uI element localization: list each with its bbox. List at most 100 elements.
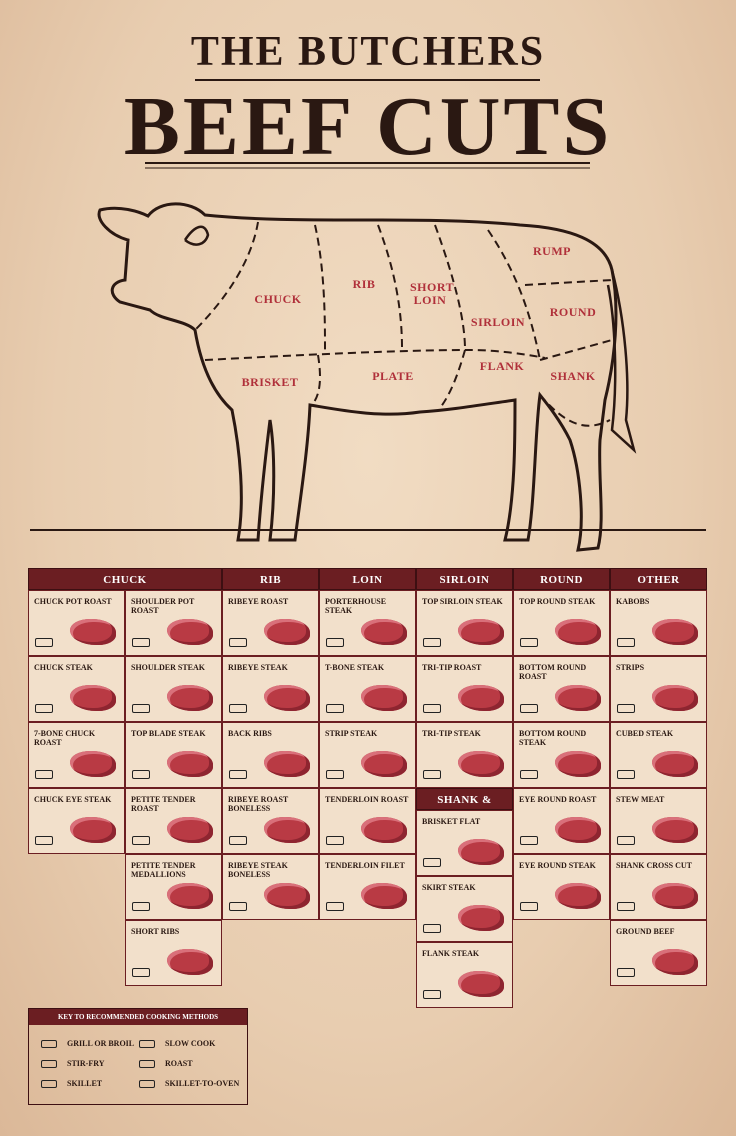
section-header: CHUCK xyxy=(28,568,222,590)
cooking-icon xyxy=(520,770,538,779)
cooking-icon xyxy=(423,704,441,713)
cut-cell: STRIP STEAK xyxy=(319,722,416,788)
cow-tail xyxy=(606,269,637,454)
cut-name: RIBEYE STEAK BONELESS xyxy=(228,861,288,879)
cooking-icon xyxy=(132,638,150,647)
key-item: GRILL OR BROIL xyxy=(67,1039,135,1048)
cut-name: STRIP STEAK xyxy=(325,729,378,738)
cut-cell: TENDERLOIN ROAST xyxy=(319,788,416,854)
cut-cell: CHUCK POT ROAST xyxy=(28,590,125,656)
cooking-icon xyxy=(520,638,538,647)
meat-illustration xyxy=(361,751,407,777)
cooking-icon xyxy=(229,638,247,647)
cooking-icon xyxy=(617,638,635,647)
cut-cell: BACK RIBS xyxy=(222,722,319,788)
cut-cell: SHOULDER STEAK xyxy=(125,656,222,722)
meat-illustration xyxy=(167,751,213,777)
cooking-icon xyxy=(132,770,150,779)
cut-name: EYE ROUND STEAK xyxy=(519,861,596,870)
cut-name: 7-BONE CHUCK ROAST xyxy=(34,729,96,747)
cut-cell: TENDERLOIN FILET xyxy=(319,854,416,920)
cut-cell: GROUND BEEF xyxy=(610,920,707,986)
cut-cell: RIBEYE STEAK BONELESS xyxy=(222,854,319,920)
meat-illustration xyxy=(652,949,698,975)
cut-cell: BRISKET FLAT xyxy=(416,810,513,876)
cooking-icon xyxy=(423,770,441,779)
key-icon xyxy=(139,1060,155,1068)
cut-cell: KABOBS xyxy=(610,590,707,656)
cut-cell: TOP ROUND STEAK xyxy=(513,590,610,656)
region-label: BRISKET xyxy=(241,375,299,389)
cut-cell: TRI-TIP STEAK xyxy=(416,722,513,788)
cooking-icon xyxy=(132,968,150,977)
main-title: BEEF CUTS xyxy=(123,80,613,173)
cut-name: STEW MEAT xyxy=(616,795,665,804)
meat-illustration xyxy=(652,883,698,909)
cut-name: EYE ROUND ROAST xyxy=(519,795,597,804)
cooking-icon xyxy=(132,836,150,845)
cut-name: PETITE TENDER MEDALLIONS xyxy=(131,861,196,879)
meat-illustration xyxy=(361,883,407,909)
cut-name: BRISKET FLAT xyxy=(422,817,481,826)
region-label: SIRLOIN xyxy=(470,315,526,329)
cow-outline xyxy=(97,202,618,552)
cut-name: GROUND BEEF xyxy=(616,927,675,936)
meat-illustration xyxy=(167,817,213,843)
meat-illustration xyxy=(264,619,310,645)
cut-cell: TOP SIRLOIN STEAK xyxy=(416,590,513,656)
cooking-icon xyxy=(35,770,53,779)
region-label: RIB xyxy=(352,277,376,291)
cut-name: RIBEYE ROAST BONELESS xyxy=(228,795,289,813)
cut-name: KABOBS xyxy=(616,597,650,606)
meat-illustration xyxy=(652,751,698,777)
cooking-icon xyxy=(520,836,538,845)
cooking-icon xyxy=(229,770,247,779)
cooking-icon xyxy=(326,704,344,713)
meat-illustration xyxy=(361,685,407,711)
cut-cell: BOTTOM ROUND ROAST xyxy=(513,656,610,722)
cut-cell: SHORT RIBS xyxy=(125,920,222,986)
cut-cell: PORTERHOUSE STEAK xyxy=(319,590,416,656)
cut-name: SHORT RIBS xyxy=(131,927,180,936)
cut-cell: RIBEYE STEAK xyxy=(222,656,319,722)
cut-name: TRI-TIP STEAK xyxy=(422,729,481,738)
cooking-icon xyxy=(617,770,635,779)
cut-cell: PETITE TENDER ROAST xyxy=(125,788,222,854)
meat-illustration xyxy=(264,751,310,777)
meat-illustration xyxy=(167,619,213,645)
cut-cell: 7-BONE CHUCK ROAST xyxy=(28,722,125,788)
cut-name: TENDERLOIN ROAST xyxy=(325,795,409,804)
region-label: CHUCK xyxy=(254,292,302,306)
cooking-icon xyxy=(423,924,441,933)
cut-cell: RIBEYE ROAST BONELESS xyxy=(222,788,319,854)
meat-illustration xyxy=(70,619,116,645)
key-icon xyxy=(41,1060,57,1068)
cooking-icon xyxy=(617,836,635,845)
meat-illustration xyxy=(70,751,116,777)
meat-illustration xyxy=(167,685,213,711)
cooking-key: KEY TO RECOMMENDED COOKING METHODS GRILL… xyxy=(28,1008,248,1105)
cut-cell: TOP BLADE STEAK xyxy=(125,722,222,788)
key-item: ROAST xyxy=(165,1059,193,1068)
meat-illustration xyxy=(458,685,504,711)
cooking-icon xyxy=(35,704,53,713)
cut-cell: TRI-TIP ROAST xyxy=(416,656,513,722)
meat-illustration xyxy=(167,883,213,909)
cooking-icon xyxy=(229,902,247,911)
cut-cell: SHOULDER POT ROAST xyxy=(125,590,222,656)
section-header: SIRLOIN xyxy=(416,568,513,590)
meat-illustration xyxy=(264,883,310,909)
cooking-icon xyxy=(326,836,344,845)
cut-cell: FLANK STEAK xyxy=(416,942,513,1008)
cut-name: PORTERHOUSE STEAK xyxy=(325,597,387,615)
section-header: RIB xyxy=(222,568,319,590)
meat-illustration xyxy=(458,839,504,865)
cut-name: SHANK CROSS CUT xyxy=(616,861,693,870)
cooking-icon xyxy=(326,638,344,647)
cut-cell: PETITE TENDER MEDALLIONS xyxy=(125,854,222,920)
cooking-icon xyxy=(35,638,53,647)
cut-name: RIBEYE ROAST xyxy=(228,597,289,606)
cut-name: SHOULDER POT ROAST xyxy=(131,597,195,615)
cut-cell: EYE ROUND STEAK xyxy=(513,854,610,920)
